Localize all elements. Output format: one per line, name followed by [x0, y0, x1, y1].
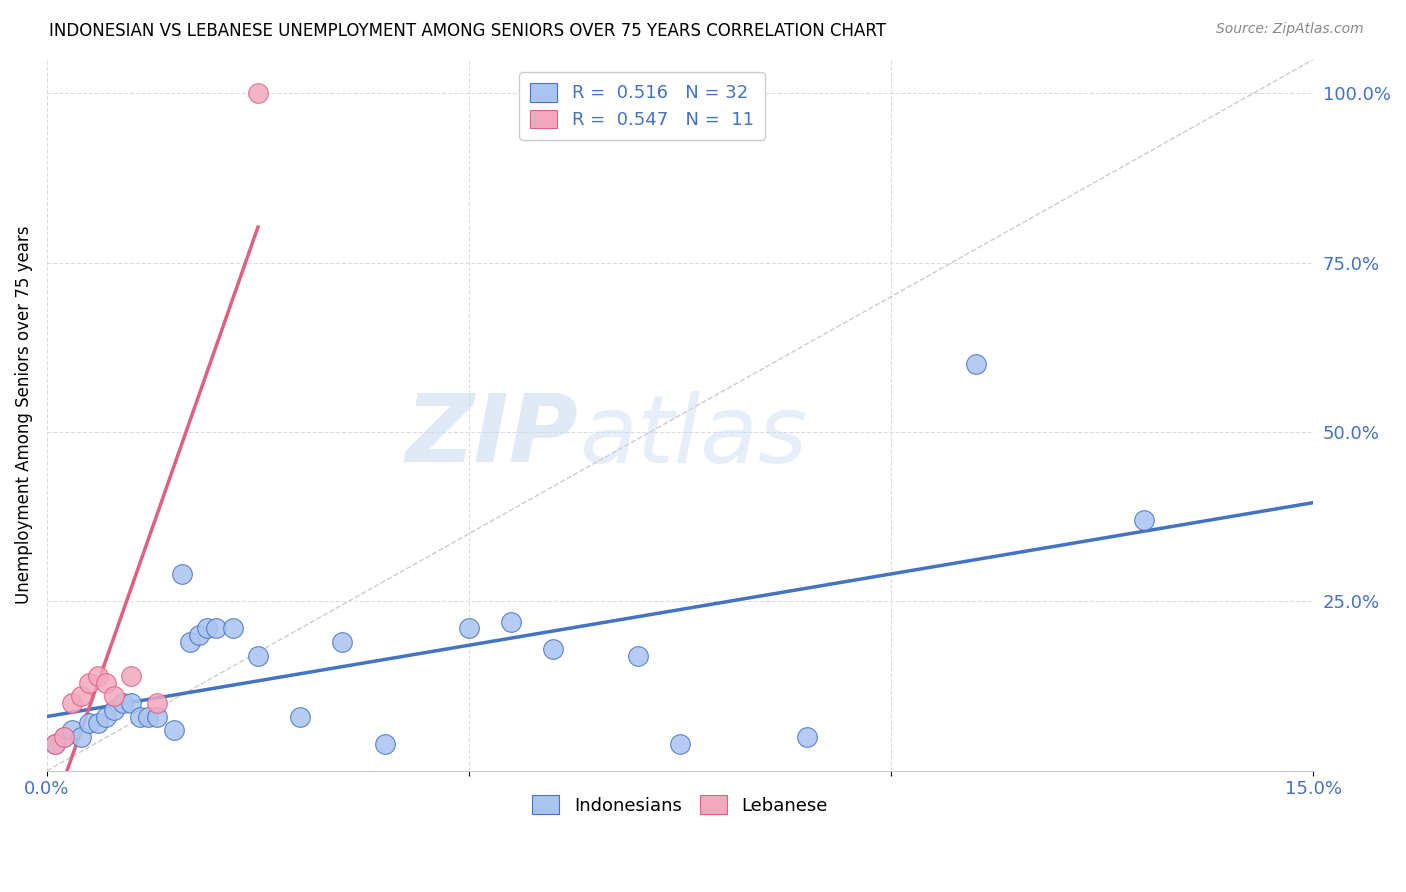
- Text: atlas: atlas: [579, 391, 807, 482]
- Point: [86, 716, 108, 731]
- Y-axis label: Unemployment Among Seniors over 75 years: Unemployment Among Seniors over 75 years: [15, 226, 32, 605]
- Point: [221, 622, 243, 636]
- Point: [77, 716, 100, 731]
- Point: [1133, 513, 1156, 527]
- Point: [195, 622, 218, 636]
- Point: [52, 730, 75, 744]
- Point: [94, 675, 117, 690]
- Point: [965, 357, 987, 371]
- Point: [111, 696, 134, 710]
- Point: [94, 709, 117, 723]
- Point: [52, 730, 75, 744]
- Point: [145, 696, 167, 710]
- Text: INDONESIAN VS LEBANESE UNEMPLOYMENT AMONG SENIORS OVER 75 YEARS CORRELATION CHAR: INDONESIAN VS LEBANESE UNEMPLOYMENT AMON…: [49, 22, 886, 40]
- Point: [44, 737, 66, 751]
- Point: [69, 689, 91, 703]
- Point: [332, 635, 354, 649]
- Point: [187, 628, 209, 642]
- Point: [796, 730, 818, 744]
- Point: [204, 622, 226, 636]
- Point: [145, 709, 167, 723]
- Point: [627, 648, 650, 663]
- Point: [288, 709, 311, 723]
- Point: [136, 709, 159, 723]
- Point: [86, 669, 108, 683]
- Point: [669, 737, 692, 751]
- Point: [120, 696, 142, 710]
- Point: [69, 730, 91, 744]
- Point: [44, 737, 66, 751]
- Point: [170, 567, 193, 582]
- Point: [162, 723, 184, 737]
- Text: ZIP: ZIP: [406, 391, 579, 483]
- Point: [128, 709, 150, 723]
- Point: [77, 675, 100, 690]
- Point: [120, 669, 142, 683]
- Point: [103, 689, 125, 703]
- Point: [60, 723, 83, 737]
- Point: [246, 87, 269, 101]
- Point: [179, 635, 201, 649]
- Point: [374, 737, 396, 751]
- Point: [246, 648, 269, 663]
- Text: Source: ZipAtlas.com: Source: ZipAtlas.com: [1216, 22, 1364, 37]
- Point: [458, 622, 481, 636]
- Point: [60, 696, 83, 710]
- Point: [501, 615, 523, 629]
- Point: [103, 703, 125, 717]
- Legend: Indonesians, Lebanese: Indonesians, Lebanese: [522, 785, 838, 826]
- Point: [543, 641, 565, 656]
